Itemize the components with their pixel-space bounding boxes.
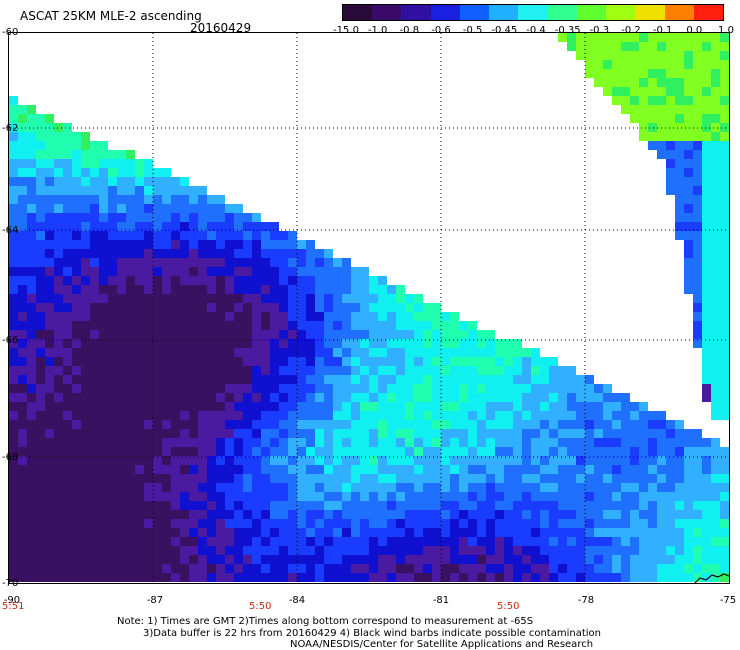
lat-label-62: -62	[2, 123, 19, 134]
lon-label-84: -84	[288, 595, 306, 606]
color-scale-segment	[635, 5, 665, 20]
color-scale-segment	[459, 5, 490, 20]
lat-label-66: -66	[2, 335, 19, 346]
color-scale-segment	[518, 5, 548, 20]
color-scale-segment	[606, 5, 636, 20]
lon-label-87: -87	[146, 595, 164, 606]
time-label-3: 5:50	[497, 601, 520, 612]
lon-label-78: -78	[577, 595, 595, 606]
color-scale-bar	[342, 4, 724, 21]
color-scale-label: -0.3	[589, 25, 610, 36]
coastline	[694, 573, 730, 584]
color-scale-segment	[547, 5, 577, 20]
color-scale-label: -0.45	[491, 25, 518, 36]
color-scale-segment	[576, 5, 607, 20]
color-scale-segment	[489, 5, 519, 20]
time-label-1: 5:51	[2, 601, 25, 612]
color-scale-label: -0.5	[462, 25, 483, 36]
color-scale-segment	[372, 5, 402, 20]
color-scale-label: -1.0	[367, 25, 388, 36]
lat-label-70: -70	[2, 578, 19, 589]
lon-label-90: -90	[3, 595, 21, 606]
color-scale-label: -0.2	[621, 25, 641, 36]
color-scale-label: -15.0	[333, 25, 359, 36]
color-scale-label: -0.1	[652, 25, 673, 36]
swath-cells	[9, 33, 729, 582]
color-scale-segment	[343, 5, 373, 20]
color-scale-label: -0.4	[526, 25, 546, 36]
graticule	[9, 33, 729, 583]
lat-label-68: -68	[2, 452, 19, 463]
map-title: ASCAT 25KM MLE-2 ascending	[20, 9, 202, 23]
color-scale-label: 0.0	[686, 25, 703, 36]
color-scale-label: 1.0	[718, 25, 734, 36]
map-date: 20160429	[190, 21, 252, 35]
color-scale-label: -0.8	[399, 25, 420, 36]
time-label-2: 5:50	[249, 601, 272, 612]
color-scale-label: -0.6	[431, 25, 451, 36]
color-scale-labels: -15.0 -1.0 -0.8 -0.6 -0.5 -0.45 -0.4 -0.35 -0.3-…	[333, 25, 734, 39]
color-scale-segment	[430, 5, 460, 20]
note-line-2: 3)Data buffer is 22 hrs from 20160429 4)…	[143, 628, 601, 639]
note-line-1: Note: 1) Times are GMT 2)Times along bot…	[117, 616, 534, 627]
lon-label-81: -81	[432, 595, 450, 606]
lat-label-60: -60	[2, 27, 19, 38]
color-scale-label: -0.35	[554, 25, 581, 36]
color-scale-segment	[664, 5, 694, 20]
lon-label-75: -75	[719, 595, 737, 606]
note-line-3: NOAA/NESDIS/Center for Satellite Applica…	[290, 639, 594, 650]
color-scale-segment	[401, 5, 431, 20]
lat-label-64: -64	[2, 225, 19, 236]
color-scale-segment	[693, 5, 724, 20]
